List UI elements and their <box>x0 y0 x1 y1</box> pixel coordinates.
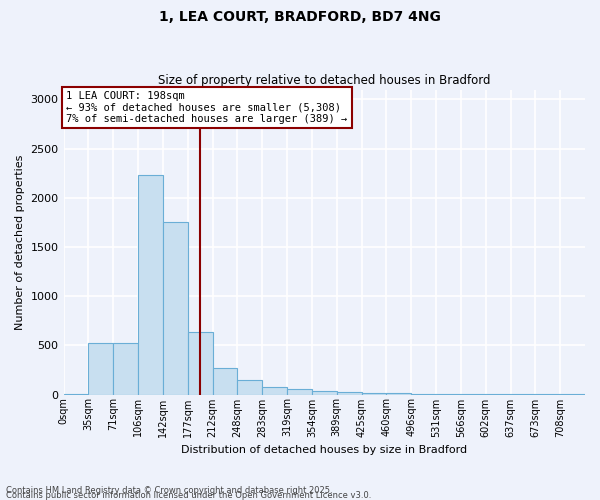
Bar <box>362 392 386 394</box>
Text: 1 LEA COURT: 198sqm
← 93% of detached houses are smaller (5,308)
7% of semi-deta: 1 LEA COURT: 198sqm ← 93% of detached ho… <box>66 91 347 124</box>
Bar <box>163 222 188 394</box>
Text: Contains HM Land Registry data © Crown copyright and database right 2025.: Contains HM Land Registry data © Crown c… <box>6 486 332 495</box>
Text: 1, LEA COURT, BRADFORD, BD7 4NG: 1, LEA COURT, BRADFORD, BD7 4NG <box>159 10 441 24</box>
Bar <box>138 175 163 394</box>
Bar <box>337 392 362 394</box>
Title: Size of property relative to detached houses in Bradford: Size of property relative to detached ho… <box>158 74 491 87</box>
Bar <box>312 391 337 394</box>
Bar <box>188 332 212 394</box>
Bar <box>212 368 238 394</box>
X-axis label: Distribution of detached houses by size in Bradford: Distribution of detached houses by size … <box>181 445 467 455</box>
Bar <box>262 387 287 394</box>
Bar <box>238 380 262 394</box>
Text: Contains public sector information licensed under the Open Government Licence v3: Contains public sector information licen… <box>6 491 371 500</box>
Y-axis label: Number of detached properties: Number of detached properties <box>15 154 25 330</box>
Bar <box>88 344 113 394</box>
Bar <box>113 343 138 394</box>
Bar <box>287 389 312 394</box>
